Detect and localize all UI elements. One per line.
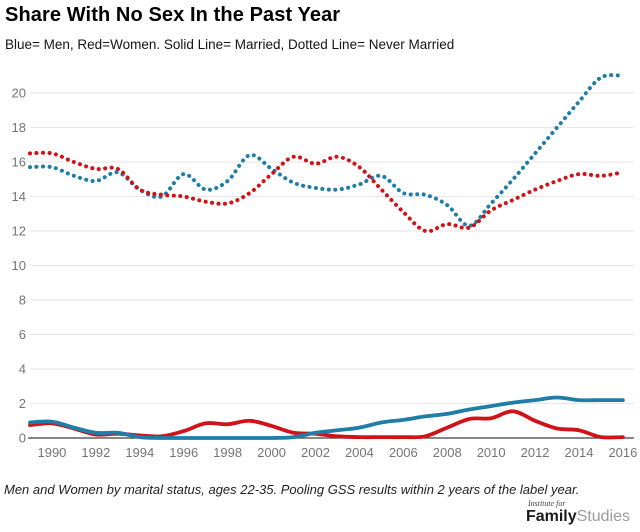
svg-text:1992: 1992 [81, 445, 110, 460]
svg-text:4: 4 [19, 362, 26, 377]
svg-text:1998: 1998 [213, 445, 242, 460]
y-axis-labels: 0 2 4 6 8 10 12 14 16 18 20 [12, 86, 26, 446]
svg-text:2004: 2004 [345, 445, 374, 460]
svg-text:20: 20 [12, 86, 26, 101]
gridlines [30, 92, 634, 404]
series-men-never-married [28, 73, 625, 228]
svg-text:10: 10 [12, 258, 26, 273]
svg-text:2: 2 [19, 396, 26, 411]
institute-for-family-studies-logo: Institute for FamilyStudies [526, 500, 630, 525]
svg-text:0: 0 [19, 431, 26, 446]
logo-institute-for: Institute for [527, 499, 566, 508]
svg-text:6: 6 [19, 327, 26, 342]
svg-text:2010: 2010 [477, 445, 506, 460]
chart-subtitle: Blue= Men, Red=Women. Solid Line= Marrie… [5, 37, 455, 52]
svg-text:12: 12 [12, 224, 26, 239]
svg-text:1990: 1990 [37, 445, 66, 460]
chart-footnote: Men and Women by marital status, ages 22… [4, 482, 580, 497]
series-men-married [28, 395, 625, 440]
svg-text:2008: 2008 [433, 445, 462, 460]
svg-text:2000: 2000 [257, 445, 286, 460]
svg-text:2012: 2012 [521, 445, 550, 460]
svg-text:8: 8 [19, 293, 26, 308]
logo-studies: Studies [576, 508, 630, 525]
svg-text:1996: 1996 [169, 445, 198, 460]
chart-title: Share With No Sex In the Past Year [5, 4, 341, 26]
svg-text:14: 14 [12, 189, 26, 204]
line-chart-canvas: 0 2 4 6 8 10 12 14 16 18 20 1990 1992 1994 1996 1998 200… [12, 73, 637, 460]
svg-text:2006: 2006 [389, 445, 418, 460]
x-axis-labels: 1990 1992 1994 1996 1998 2000 2002 2004 2006 2008… [37, 445, 637, 460]
series-women-never-married [28, 150, 625, 234]
svg-text:2002: 2002 [301, 445, 330, 460]
svg-text:2014: 2014 [565, 445, 594, 460]
logo-family: Family [525, 508, 577, 525]
svg-text:16: 16 [12, 155, 26, 170]
svg-text:1994: 1994 [125, 445, 154, 460]
svg-text:2016: 2016 [608, 445, 637, 460]
svg-text:18: 18 [12, 120, 26, 135]
